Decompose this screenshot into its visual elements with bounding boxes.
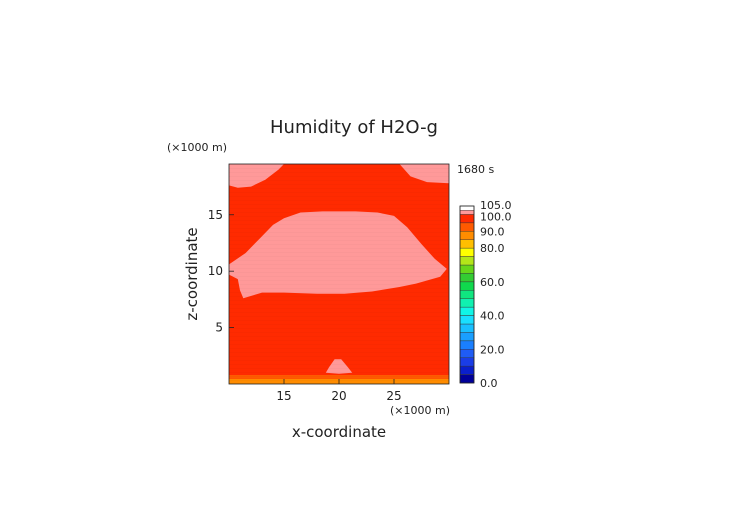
colorbar-label: 60.0 (480, 276, 505, 289)
colorbar-label: 90.0 (480, 225, 505, 238)
x-tick-label: 20 (331, 389, 346, 403)
colorbar-label: 105.0 (480, 199, 512, 212)
colorbar-label: 40.0 (480, 310, 505, 323)
x-tick-label: 15 (276, 389, 291, 403)
colorbar-swatch (459, 340, 475, 350)
colorbar-swatch (459, 374, 475, 384)
plot-area (229, 164, 449, 384)
colorbar-swatch (459, 205, 475, 211)
colorbar-swatch (459, 365, 475, 375)
colorbar-swatch (459, 239, 475, 249)
colorbar-swatch (459, 298, 475, 308)
colorbar-swatch (459, 357, 475, 367)
colorbar-swatch (459, 231, 475, 240)
chart-title: Humidity of H2O-g (270, 117, 438, 138)
colorbar-swatch (459, 281, 475, 291)
colorbar (459, 205, 475, 384)
colorbar-swatch (459, 264, 475, 274)
x-axis-label: x-coordinate (292, 423, 386, 441)
colorbar-swatch (459, 349, 475, 358)
colorbar-label: 0.0 (480, 377, 498, 390)
x-unit-label: (×1000 m) (390, 404, 450, 417)
colorbar-swatch (459, 247, 475, 257)
colorbar-label: 80.0 (480, 242, 505, 255)
time-label: 1680 s (457, 163, 494, 176)
y-axis-label: z-coordinate (183, 227, 201, 320)
colorbar-swatch (459, 209, 475, 215)
y-unit-label: (×1000 m) (167, 141, 227, 154)
y-tick-label: 5 (215, 321, 223, 335)
grid-texture (229, 164, 449, 384)
colorbar-label: 20.0 (480, 343, 505, 356)
colorbar-swatch (459, 323, 475, 333)
y-tick-label: 10 (208, 264, 223, 278)
colorbar-swatch (459, 256, 475, 266)
colorbar-swatch (459, 332, 475, 341)
colorbar-swatch (459, 306, 475, 316)
colorbar-label: 100.0 (480, 210, 512, 223)
colorbar-swatch (459, 273, 475, 282)
colorbar-swatch (459, 315, 475, 325)
colorbar-swatch (459, 290, 475, 299)
colorbar-swatch (459, 214, 475, 223)
x-tick-label: 25 (386, 389, 401, 403)
colorbar-swatch (459, 222, 475, 232)
y-tick-label: 15 (208, 208, 223, 222)
colorbar-frame (459, 205, 475, 384)
